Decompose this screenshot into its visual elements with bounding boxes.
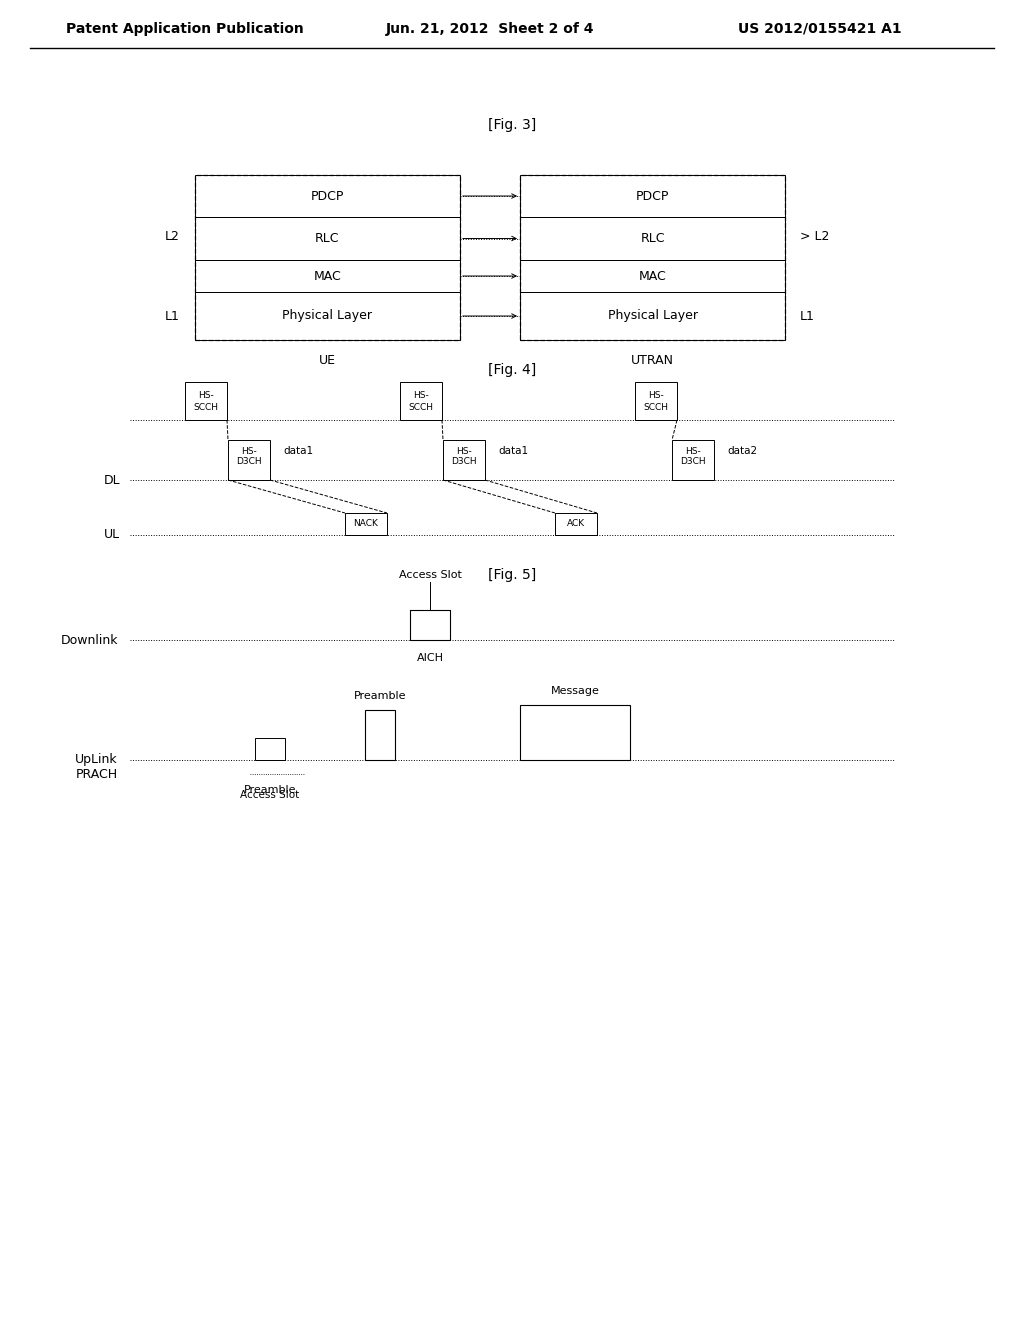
Text: D3CH: D3CH (680, 458, 706, 466)
Text: Preamble: Preamble (353, 690, 407, 701)
Bar (195, 176, 460, 341)
Bar (443, 440, 485, 480)
Text: ACK: ACK (567, 520, 585, 528)
Text: HS-: HS- (648, 391, 664, 400)
Bar (185, 381, 227, 420)
Text: Preamble: Preamble (244, 785, 296, 795)
Text: Physical Layer: Physical Layer (607, 309, 697, 322)
Text: data2: data2 (727, 446, 757, 457)
Text: Physical Layer: Physical Layer (283, 309, 373, 322)
Text: PDCP: PDCP (636, 190, 670, 202)
Bar (345, 513, 387, 535)
Text: data1: data1 (283, 446, 313, 457)
Bar (520, 705, 630, 760)
Bar (520, 260, 785, 292)
Bar (228, 440, 270, 480)
Text: US 2012/0155421 A1: US 2012/0155421 A1 (738, 22, 902, 36)
Text: RLC: RLC (315, 232, 340, 246)
Text: HS-: HS- (413, 391, 429, 400)
Text: HS-: HS- (685, 446, 700, 455)
Text: HS-: HS- (456, 446, 472, 455)
Text: [Fig. 4]: [Fig. 4] (487, 363, 537, 378)
Text: RLC: RLC (640, 232, 665, 246)
Text: Patent Application Publication: Patent Application Publication (67, 22, 304, 36)
Bar (400, 381, 442, 420)
Text: MAC: MAC (313, 269, 341, 282)
Text: UpLink: UpLink (76, 754, 118, 767)
Text: Access Slot: Access Slot (398, 570, 462, 579)
Bar (410, 610, 450, 640)
Text: PDCP: PDCP (311, 190, 344, 202)
Text: Access Slot: Access Slot (241, 789, 300, 800)
Text: UE: UE (319, 354, 336, 367)
Bar (520, 176, 785, 216)
Bar (672, 440, 714, 480)
Bar (255, 738, 285, 760)
Text: SCCH: SCCH (643, 404, 669, 412)
Text: SCCH: SCCH (409, 404, 433, 412)
Text: MAC: MAC (639, 269, 667, 282)
Bar (365, 710, 395, 760)
Text: DL: DL (103, 474, 120, 487)
Text: HS-: HS- (241, 446, 257, 455)
Text: Jun. 21, 2012  Sheet 2 of 4: Jun. 21, 2012 Sheet 2 of 4 (386, 22, 594, 36)
Text: L2: L2 (165, 230, 180, 243)
Text: PRACH: PRACH (76, 767, 118, 780)
Bar (520, 176, 785, 341)
Bar (195, 176, 460, 216)
Text: L1: L1 (800, 309, 815, 322)
Text: D3CH: D3CH (452, 458, 477, 466)
Text: UL: UL (103, 528, 120, 541)
Text: HS-: HS- (198, 391, 214, 400)
Bar (195, 292, 460, 341)
Bar (195, 260, 460, 292)
Text: data1: data1 (498, 446, 528, 457)
Text: Message: Message (551, 686, 599, 696)
Text: SCCH: SCCH (194, 404, 218, 412)
Text: Downlink: Downlink (60, 634, 118, 647)
Text: AICH: AICH (417, 653, 443, 663)
Text: UTRAN: UTRAN (631, 354, 674, 367)
Text: > L2: > L2 (800, 230, 829, 243)
Bar (520, 292, 785, 341)
Text: NACK: NACK (353, 520, 379, 528)
Text: [Fig. 3]: [Fig. 3] (487, 117, 537, 132)
Bar (520, 216, 785, 260)
Bar (635, 381, 677, 420)
Text: [Fig. 5]: [Fig. 5] (487, 568, 537, 582)
Text: L1: L1 (165, 309, 180, 322)
Text: D3CH: D3CH (237, 458, 262, 466)
Bar (555, 513, 597, 535)
Bar (195, 216, 460, 260)
